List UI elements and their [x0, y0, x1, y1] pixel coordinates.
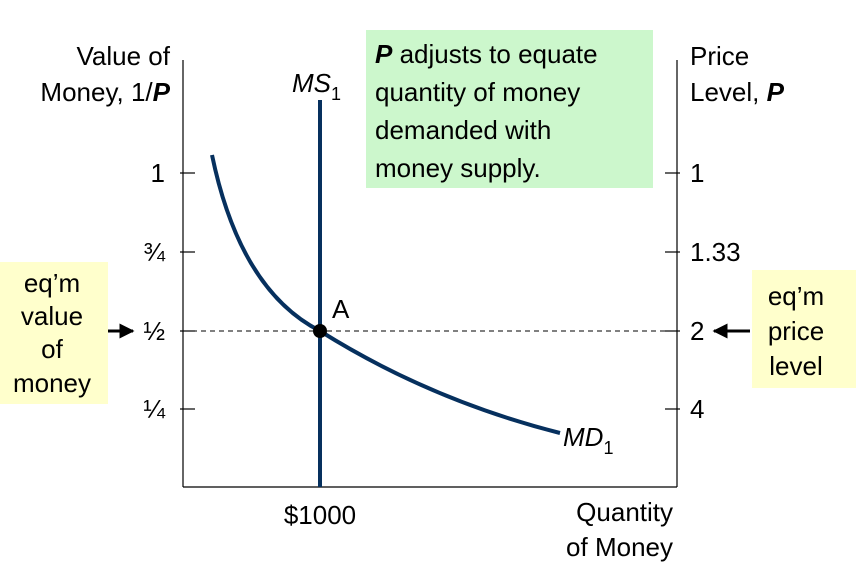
text-span: ¼ — [143, 394, 165, 424]
text-span: adjusts to equate — [392, 39, 597, 69]
right-tick: 1 — [690, 158, 704, 188]
text-span: 1 — [603, 438, 613, 458]
point-label: A — [332, 294, 350, 324]
left-note: of — [41, 334, 63, 364]
right-note-box — [752, 270, 856, 388]
text-span: 4 — [690, 394, 704, 424]
text-span: eq’m — [24, 268, 80, 298]
text-span: P — [375, 39, 393, 69]
left-tick: 1 — [151, 158, 165, 188]
right-axis-title: Level, P — [690, 77, 785, 107]
right-note: eq’m — [768, 281, 824, 311]
equilibrium-point — [313, 324, 327, 338]
text-span: quantity of money — [375, 77, 580, 107]
text-span: Value of — [77, 41, 171, 71]
text-span: money — [13, 368, 91, 398]
text-span: 1 — [331, 84, 341, 104]
text-span: ¾ — [143, 237, 165, 267]
left-tick: ½ — [143, 316, 165, 346]
right-note: price — [768, 316, 824, 346]
callout-text: quantity of money — [375, 77, 580, 107]
demand-label: MD1 — [563, 422, 613, 458]
left-axis-title: Value of — [77, 41, 171, 71]
text-span: $1000 — [284, 500, 356, 530]
text-span: 2 — [690, 316, 704, 346]
x-tick: $1000 — [284, 500, 356, 530]
text-span: ½ — [143, 316, 165, 346]
text-span: 1 — [151, 158, 165, 188]
text-span: demanded with — [375, 115, 551, 145]
text-span: Price — [690, 41, 749, 71]
text-span: Money, 1/ — [40, 77, 153, 107]
callout-text: P adjusts to equate — [375, 39, 598, 69]
text-span: P — [153, 77, 171, 107]
left-tick: ¼ — [143, 394, 165, 424]
left-axis-title: Money, 1/P — [40, 77, 170, 107]
text-span: MD — [563, 422, 603, 452]
right-axis-title: Price — [690, 41, 749, 71]
x-axis-title: Quantity — [576, 497, 673, 527]
callout-text: demanded with — [375, 115, 551, 145]
text-span: A — [332, 294, 350, 324]
right-tick: 4 — [690, 394, 704, 424]
text-span: eq’m — [768, 281, 824, 311]
left-note: eq’m — [24, 268, 80, 298]
text-span: of — [41, 334, 63, 364]
x-axis-title: of Money — [566, 532, 673, 562]
demand-curve — [210, 154, 561, 435]
right-tick: 2 — [690, 316, 704, 346]
text-span: price — [768, 316, 824, 346]
callout-box — [366, 30, 653, 188]
supply-label: MS1 — [292, 68, 341, 104]
text-span: of Money — [566, 532, 673, 562]
text-span: value — [21, 301, 83, 331]
left-note: money — [13, 368, 91, 398]
left-note-box — [0, 262, 108, 404]
right-tick: 1.33 — [690, 237, 741, 267]
text-span: level — [769, 351, 822, 381]
text-span: Level, — [690, 77, 767, 107]
text-span: MS — [292, 68, 332, 98]
left-tick: ¾ — [143, 237, 165, 267]
callout-text: money supply. — [375, 153, 541, 183]
text-span: P — [767, 77, 785, 107]
left-note: value — [21, 301, 83, 331]
right-note: level — [769, 351, 822, 381]
text-span: money supply. — [375, 153, 541, 183]
text-span: 1.33 — [690, 237, 741, 267]
text-span: 1 — [690, 158, 704, 188]
tick-marks — [180, 172, 680, 410]
text-span: Quantity — [576, 497, 673, 527]
